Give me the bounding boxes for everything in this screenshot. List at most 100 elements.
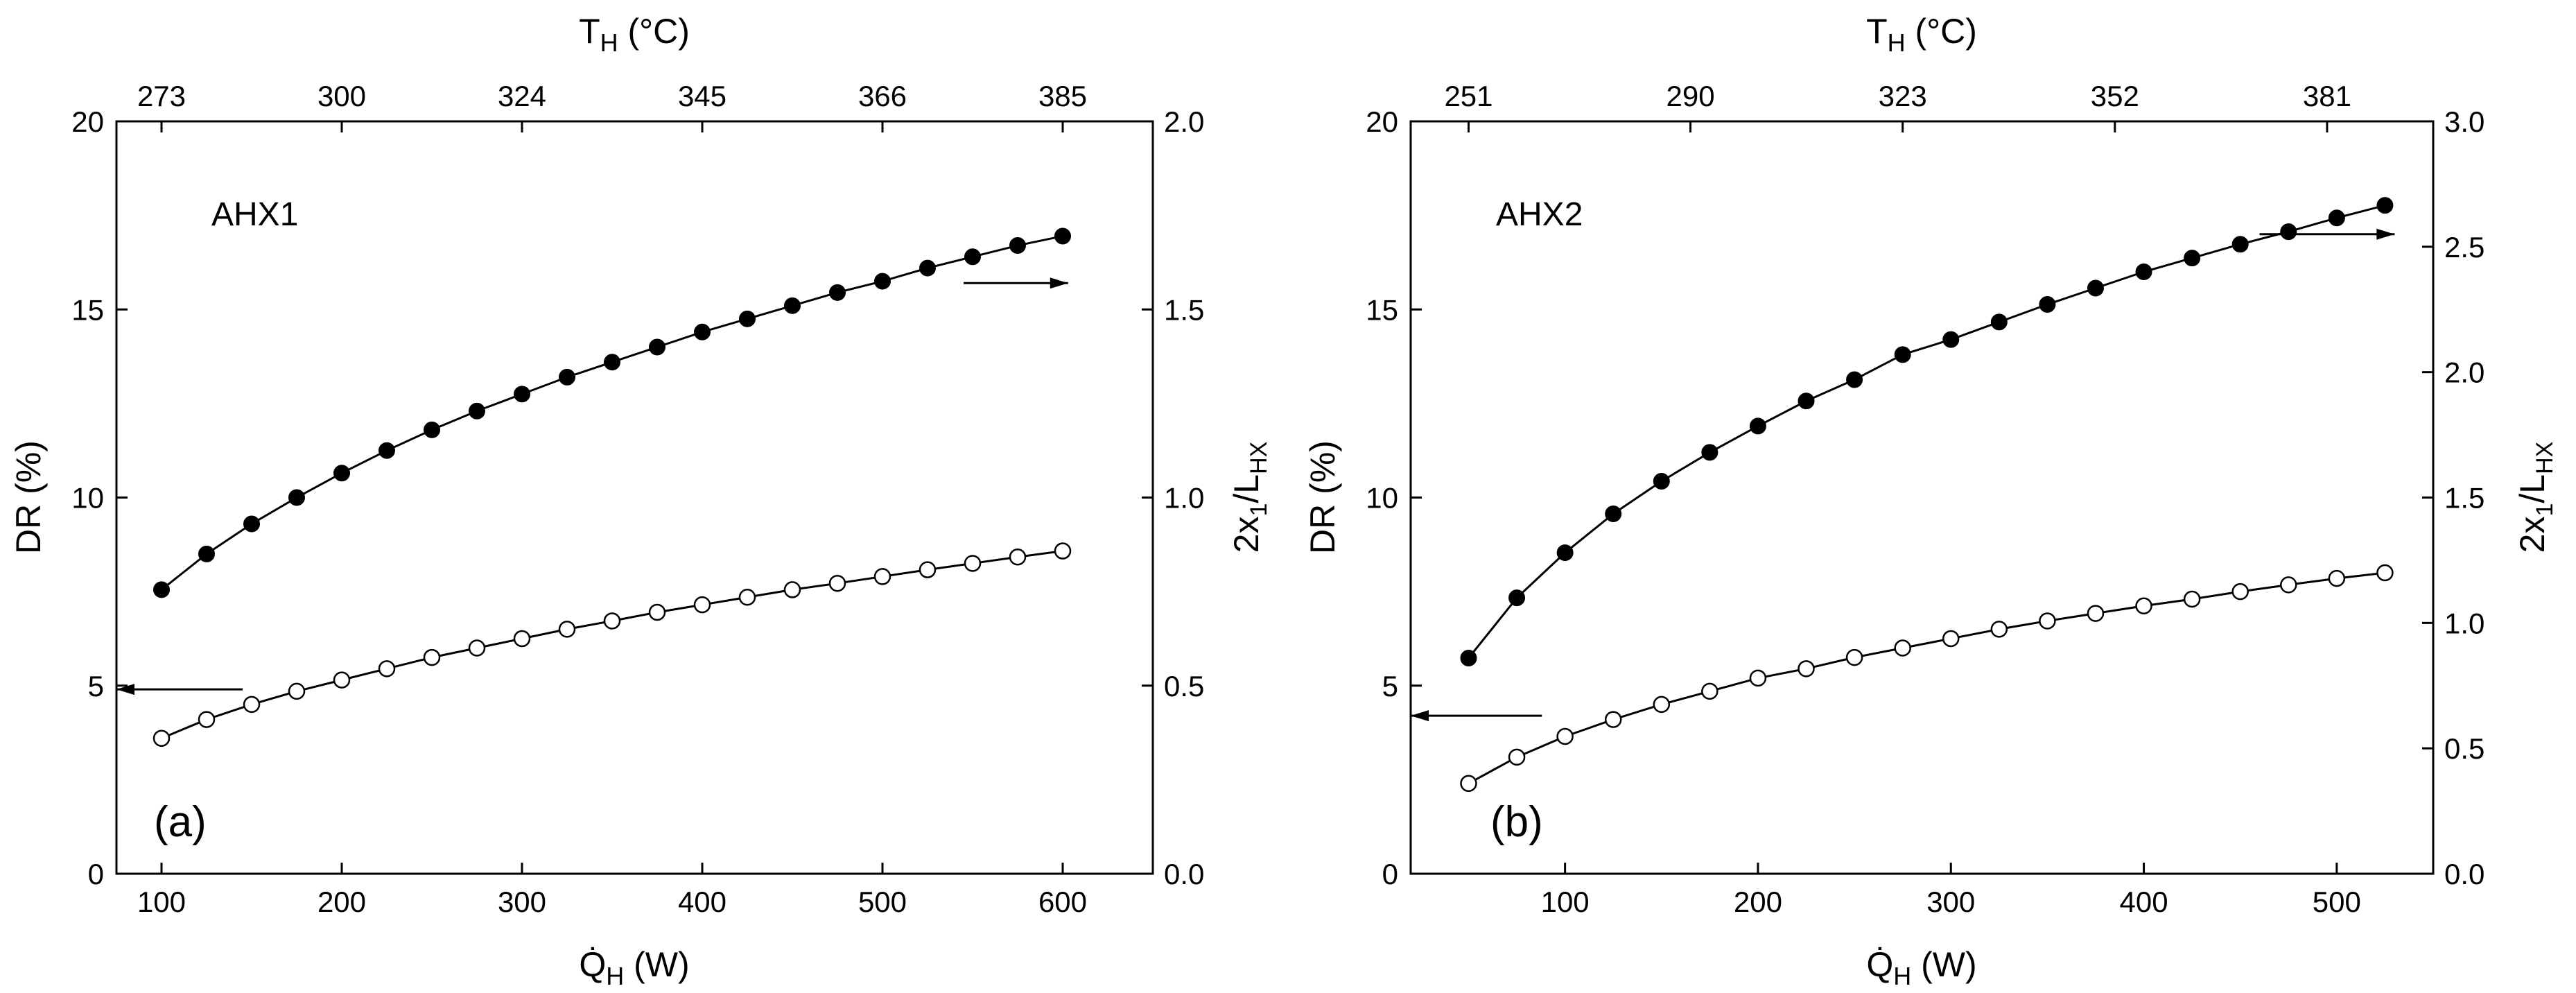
- data-point-open: [198, 711, 216, 728]
- data-point-filled: [1894, 346, 1911, 363]
- left-y-tick-label: 20: [71, 105, 104, 138]
- data-point-filled: [1054, 227, 1071, 245]
- data-point-filled: [1460, 649, 1477, 666]
- series-line-dr: [161, 550, 1063, 740]
- data-point-open: [2039, 612, 2056, 630]
- data-point-filled: [514, 386, 530, 403]
- data-point-open: [243, 696, 261, 714]
- data-point-open: [1749, 669, 1767, 687]
- left-y-tick-label: 5: [1382, 670, 1398, 702]
- x-tick-label: 200: [317, 886, 366, 918]
- data-point-filled: [243, 515, 260, 533]
- top-tick-label: 352: [2091, 80, 2139, 112]
- left-y-tick-label: 20: [1366, 105, 1398, 138]
- left-y-tick-label: 15: [71, 293, 104, 326]
- right-y-tick-label: 0.5: [1164, 670, 1204, 702]
- data-point-filled: [739, 310, 756, 327]
- left-y-tick-label: 10: [1366, 482, 1398, 515]
- data-point-filled: [1749, 417, 1766, 435]
- data-point-filled: [1653, 472, 1670, 490]
- data-point-filled: [1701, 444, 1718, 461]
- data-point-open: [288, 682, 306, 700]
- data-point-filled: [694, 323, 711, 340]
- top-tick-label: 323: [1879, 80, 1927, 112]
- right-y-tick-label: 0.0: [2444, 858, 2484, 890]
- data-point-open: [919, 561, 937, 578]
- top-tick-label: 251: [1444, 80, 1492, 112]
- right-y-tick-label: 2.0: [2444, 356, 2484, 389]
- data-point-open: [1845, 648, 1863, 666]
- data-point-filled: [198, 545, 215, 562]
- data-point-filled: [288, 489, 305, 506]
- data-point-open: [828, 574, 846, 592]
- data-point-filled: [1556, 544, 1574, 562]
- data-point-filled: [424, 421, 440, 438]
- data-point-filled: [2087, 279, 2104, 297]
- series-line-length-ratio: [161, 234, 1063, 591]
- data-point-filled: [2231, 236, 2249, 253]
- data-point-filled: [1942, 331, 1960, 348]
- data-point-open: [378, 660, 396, 677]
- right-y-tick-label: 2.5: [2444, 231, 2484, 264]
- data-point-open: [2135, 597, 2152, 614]
- x-tick-label: 400: [678, 886, 726, 918]
- x-tick-label: 200: [1734, 886, 1782, 918]
- series-line-length-ratio: [1468, 204, 2385, 659]
- data-point-filled: [333, 465, 350, 482]
- plot-area: 100 200 300 400 500 600 273 300 324 345 366 385 0 5 10…: [71, 80, 1204, 918]
- right-y-tick-label: 1.0: [2444, 607, 2484, 639]
- panel-letter: (a): [154, 798, 207, 846]
- top-tick-label: 324: [498, 80, 546, 112]
- data-point-open: [783, 581, 801, 598]
- panel-letter: (b): [1490, 798, 1543, 846]
- data-point-open: [873, 568, 891, 585]
- data-point-filled: [2039, 296, 2056, 313]
- x-tick-label: 300: [498, 886, 546, 918]
- data-point-filled: [153, 581, 170, 598]
- data-point-filled: [1846, 371, 1863, 388]
- bottom-axis-title: Q̇H (W): [579, 945, 689, 990]
- panel-title: AHX2: [1496, 196, 1583, 233]
- x-tick-label: 400: [2120, 886, 2168, 918]
- data-point-open: [2280, 576, 2297, 594]
- right-y-tick-label: 1.0: [1164, 482, 1204, 515]
- data-point-filled: [604, 354, 620, 371]
- data-point-open: [2328, 569, 2346, 587]
- arrow-head: [1050, 277, 1068, 289]
- data-point-open: [603, 612, 621, 630]
- right-y-tick-label: 1.5: [1164, 293, 1204, 326]
- data-point-filled: [919, 259, 936, 277]
- data-point-open: [1942, 630, 1960, 648]
- data-point-open: [1990, 621, 2008, 638]
- left-y-tick-label: 0: [1382, 858, 1398, 890]
- data-point-open: [1604, 711, 1622, 728]
- panel-b: AHX2 (b) DR (%) 2x1/LHX Q̇H (W) TH (°C) …: [1303, 12, 2558, 990]
- data-point-filled: [559, 368, 575, 386]
- data-point-filled: [1508, 589, 1526, 607]
- data-point-filled: [2376, 197, 2394, 214]
- top-axis-title: TH (°C): [1866, 12, 1977, 57]
- data-point-open: [2231, 582, 2249, 601]
- data-point-open: [693, 596, 711, 614]
- right-y-tick-label: 3.0: [2444, 105, 2484, 138]
- top-tick-label: 385: [1038, 80, 1087, 112]
- data-point-open: [423, 648, 441, 666]
- data-point-filled: [2184, 250, 2201, 267]
- plot-frame: [115, 120, 1154, 875]
- data-point-open: [1798, 660, 1815, 677]
- data-point-open: [2183, 590, 2201, 608]
- data-point-open: [1009, 548, 1027, 566]
- left-axis-title: DR (%): [9, 440, 48, 554]
- top-tick-label: 345: [678, 80, 726, 112]
- panel-a: AHX1 (a) DR (%) 2x1/LHX Q̇H (W) TH (°C) …: [9, 12, 1272, 990]
- data-point-open: [648, 603, 666, 621]
- data-point-open: [1508, 748, 1526, 766]
- left-y-tick-label: 0: [88, 858, 104, 890]
- data-point-filled: [649, 338, 665, 356]
- data-point-open: [1054, 542, 1072, 560]
- left-axis-title: DR (%): [1303, 440, 1342, 554]
- data-point-open: [2087, 605, 2105, 622]
- arrow-head: [2376, 228, 2395, 240]
- data-point-open: [1556, 727, 1574, 745]
